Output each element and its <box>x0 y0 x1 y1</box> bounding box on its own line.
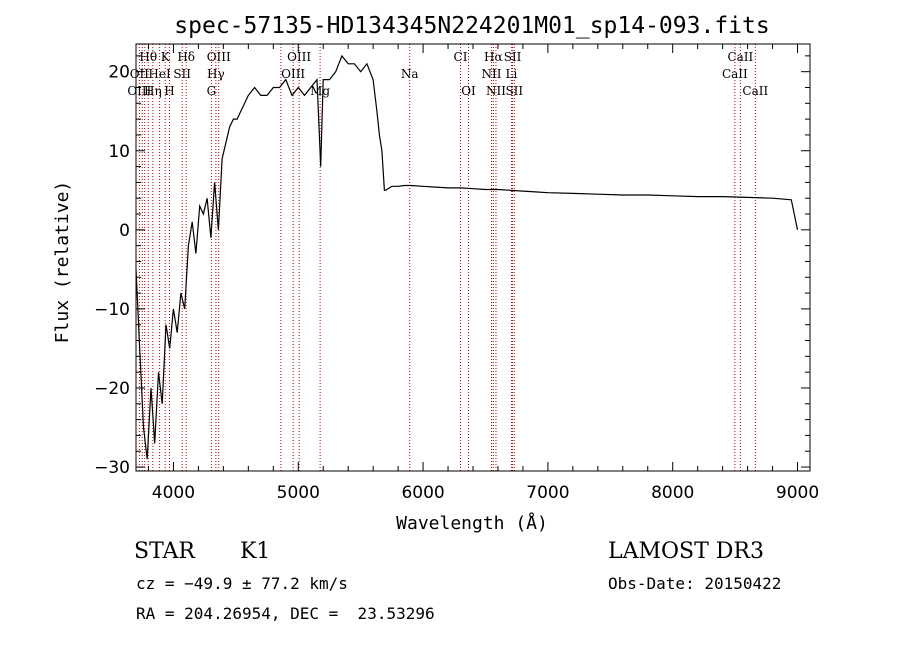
spectral-line-markers <box>138 44 756 471</box>
line-label: HeI <box>148 67 171 81</box>
y-tick-label: 20 <box>108 63 130 83</box>
line-label: OI <box>461 84 476 98</box>
line-label: Mg <box>310 84 330 98</box>
x-tick-label: 5000 <box>277 483 320 503</box>
line-label: Hα <box>484 50 503 64</box>
spectral-subclass: K1 <box>240 539 271 564</box>
coordinates: RA = 204.26954, DEC = 23.53296 <box>136 604 435 623</box>
x-tick-label: 4000 <box>152 483 195 503</box>
observation-date: Obs-Date: 20150422 <box>608 574 782 593</box>
line-label: SII <box>504 50 522 64</box>
line-label: CaII <box>742 84 768 98</box>
survey-name: LAMOST DR3 <box>608 539 764 564</box>
line-label: SII <box>505 84 523 98</box>
y-tick-label: 10 <box>108 142 130 162</box>
line-label: OIII <box>281 67 305 81</box>
x-tick-label: 6000 <box>401 483 444 503</box>
line-label: Li <box>506 67 518 81</box>
line-label: Na <box>401 67 419 81</box>
line-label: Hθ <box>139 50 157 64</box>
line-label: OII <box>130 67 150 81</box>
object-class: STAR <box>134 539 195 564</box>
y-tick-label: −30 <box>94 458 130 478</box>
x-axis-label: Wavelength (Å) <box>396 512 548 534</box>
line-label: CaII <box>722 67 748 81</box>
line-label: CI <box>454 50 468 64</box>
x-tick-label: 8000 <box>651 483 694 503</box>
line-label: OIII <box>207 50 231 64</box>
line-label: SII <box>173 67 191 81</box>
y-axis-label: Flux (relative) <box>52 181 73 344</box>
plot-frame <box>135 43 811 472</box>
spectrum-line <box>135 54 799 460</box>
line-label: NII <box>486 84 506 98</box>
line-label: Hη <box>144 84 162 98</box>
y-tick-label: 0 <box>119 221 130 241</box>
line-label: H <box>164 84 174 98</box>
line-label: OIII <box>127 84 151 98</box>
x-tick-label: 7000 <box>526 483 569 503</box>
y-tick-label: −10 <box>94 300 130 320</box>
line-label: G <box>207 84 217 98</box>
y-axis-ticks: −30 −20 −10 0 10 20 <box>94 55 810 478</box>
line-label: CaII <box>727 50 753 64</box>
chart-title: spec-57135-HD134345N224201M01_sp14-093.f… <box>174 13 769 39</box>
line-label: K <box>161 50 171 64</box>
line-label: Hδ <box>177 50 195 64</box>
line-label: OIII <box>287 50 311 64</box>
line-label: NII <box>481 67 501 81</box>
x-tick-label: 9000 <box>776 483 819 503</box>
redshift-value: cz = −49.9 ± 77.2 km/s <box>136 574 348 593</box>
x-axis-ticks: 4000 5000 6000 7000 8000 9000 <box>147 44 819 503</box>
y-tick-label: −20 <box>94 379 130 399</box>
line-label: Hγ <box>207 67 225 81</box>
